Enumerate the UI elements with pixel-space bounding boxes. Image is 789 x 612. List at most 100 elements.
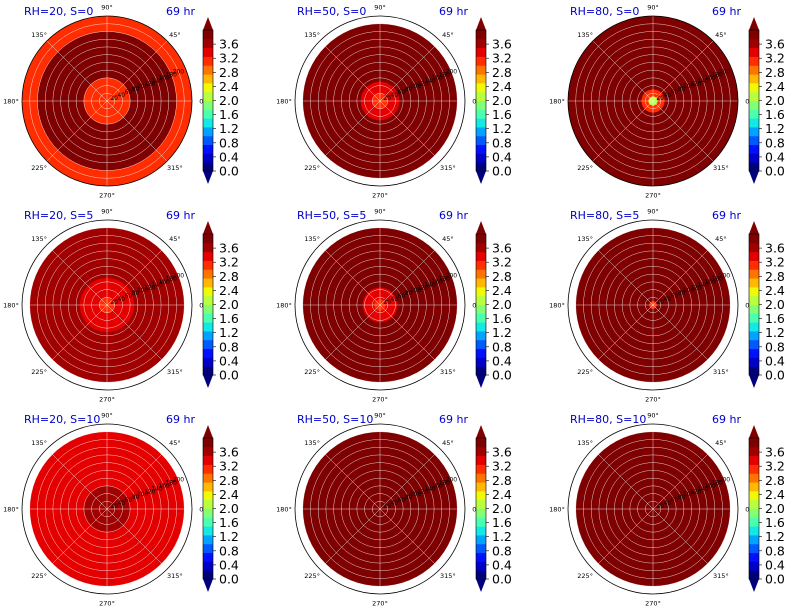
colorbar-segment xyxy=(203,543,213,554)
radial-tick-label: 140 xyxy=(697,485,709,492)
colorbar-tick-label: 2.8 xyxy=(219,65,239,80)
radial-tick-label: 140 xyxy=(151,281,163,288)
angle-tick-label: 225° xyxy=(577,572,593,580)
radial-tick-label: 60 xyxy=(671,89,679,96)
panel-time-label: 69 hr xyxy=(439,413,468,426)
colorbar-tick-label: 1.2 xyxy=(492,121,512,136)
panel-title: RH=50, S=0 xyxy=(297,5,367,18)
colorbar-segment xyxy=(749,339,759,350)
radial-tick-label: 20 xyxy=(656,95,664,102)
colorbar-segment xyxy=(749,109,759,119)
colorbar-tick-label: 3.2 xyxy=(492,459,512,474)
colorbar-segment xyxy=(203,304,213,314)
colorbar-segment xyxy=(476,508,486,518)
colorbar-segment xyxy=(749,126,759,137)
colorbar-tick-label: 3.6 xyxy=(765,37,785,52)
angle-tick-label: 45° xyxy=(442,439,454,447)
radial-tick-label: 20 xyxy=(110,503,118,510)
colorbar-segment xyxy=(203,135,213,146)
colorbar-segment xyxy=(749,473,759,483)
colorbar-segment xyxy=(476,269,486,279)
colorbar-segment xyxy=(203,490,213,501)
angle-tick-label: 135° xyxy=(304,31,320,39)
angular-gridline xyxy=(46,244,108,306)
colorbar-segment xyxy=(476,330,486,341)
radial-tick-label: 20 xyxy=(383,95,391,102)
panel-rh50-s0: RH=50, S=0 69 hr 90°45°0°315°270°225°180… xyxy=(273,0,536,204)
angle-tick-label: 270° xyxy=(372,192,388,200)
colorbar-tick-label: 0.8 xyxy=(219,135,239,150)
colorbar-tick-label: 2.0 xyxy=(219,297,239,312)
polar-frame xyxy=(21,15,193,187)
colorbar-segment xyxy=(476,74,486,84)
colorbar-segment xyxy=(749,47,759,57)
colorbar-segment xyxy=(203,517,213,527)
radial-tick-label: 80 xyxy=(132,290,140,297)
angle-tick-label: 90° xyxy=(374,4,386,12)
panel-title: RH=20, S=5 xyxy=(24,209,94,222)
colorbar-tick-label: 0.4 xyxy=(219,149,239,164)
radial-tick-label: 160 xyxy=(704,74,716,81)
colorbar-tick-label: 2.4 xyxy=(765,283,785,298)
colorbar-segment xyxy=(203,38,213,49)
colorbar-segment xyxy=(476,438,486,448)
angular-gridline xyxy=(592,448,654,510)
colorbar-tick-label: 3.6 xyxy=(219,445,239,460)
angle-tick-label: 45° xyxy=(715,439,727,447)
colorbar-tick-label: 1.6 xyxy=(219,311,239,326)
colorbar-tick-label: 2.8 xyxy=(765,65,785,80)
colorbar-tick-label: 2.0 xyxy=(765,501,785,516)
angular-gridline xyxy=(319,304,381,366)
angle-tick-label: 270° xyxy=(99,192,115,200)
colorbar-segment xyxy=(203,508,213,518)
colorbar-segment xyxy=(476,482,486,492)
angle-tick-label: 90° xyxy=(647,208,659,216)
colorbar-tick-label: 2.0 xyxy=(492,501,512,516)
colorbar-segment xyxy=(203,438,213,448)
colorbar-segment xyxy=(749,30,759,40)
colorbar-segment xyxy=(203,269,213,279)
angle-tick-label: 315° xyxy=(713,164,729,172)
angle-tick-label: 180° xyxy=(276,98,292,106)
angle-tick-label: 270° xyxy=(372,600,388,608)
panel-title: RH=20, S=10 xyxy=(24,413,101,426)
radial-tick-label: 140 xyxy=(697,281,709,288)
radial-tick-label: 160 xyxy=(431,278,443,285)
colorbar-tick-label: 2.4 xyxy=(219,79,239,94)
angle-tick-label: 180° xyxy=(276,302,292,310)
colorbar-tick-label: 1.2 xyxy=(765,529,785,544)
panel-rh50-s10: RH=50, S=10 69 hr 90°45°0°315°270°225°18… xyxy=(273,408,536,612)
colorbar-segment xyxy=(476,65,486,75)
angle-tick-label: 135° xyxy=(304,235,320,243)
angular-gridline xyxy=(379,508,441,570)
colorbar-extend-min xyxy=(476,579,486,592)
panel-time-label: 69 hr xyxy=(166,413,195,426)
radial-tick-label: 40 xyxy=(390,296,398,303)
colorbar-segment xyxy=(749,269,759,279)
colorbar-tick-label: 1.6 xyxy=(492,515,512,530)
radial-tick-label: 140 xyxy=(151,485,163,492)
colorbar-segment xyxy=(203,153,213,163)
panel-rh20-s0: RH=20, S=0 69 hr 90°45°0°315°270°225°180… xyxy=(0,0,263,204)
panel-rh80-s5: RH=80, S=5 69 hr 90°45°0°315°270°225°180… xyxy=(546,204,789,408)
colorbar-segment xyxy=(203,473,213,483)
colorbar-extend-min xyxy=(203,171,213,184)
radial-tick-label: 40 xyxy=(663,500,671,507)
polar-frame xyxy=(294,423,466,595)
polar-plot: 90°45°0°315°270°225°180°135°204060801001… xyxy=(276,412,512,608)
colorbar-tick-label: 0.0 xyxy=(765,368,785,383)
colorbar-tick-label: 2.4 xyxy=(765,79,785,94)
colorbar-tick-label: 2.4 xyxy=(492,487,512,502)
panel-time-label: 69 hr xyxy=(712,413,741,426)
radial-tick-label: 80 xyxy=(132,494,140,501)
colorbar-tick-label: 0.8 xyxy=(492,339,512,354)
radial-tick-label: 180 xyxy=(712,479,724,486)
angular-gridline xyxy=(106,40,168,102)
radial-tick-label: 140 xyxy=(424,77,436,84)
radial-tick-label: 40 xyxy=(117,500,125,507)
angle-tick-label: 270° xyxy=(645,192,661,200)
colorbar-tick-label: 3.2 xyxy=(219,51,239,66)
angle-tick-label: 225° xyxy=(31,164,47,172)
angle-tick-label: 135° xyxy=(577,235,593,243)
colorbar-segment xyxy=(476,162,486,172)
